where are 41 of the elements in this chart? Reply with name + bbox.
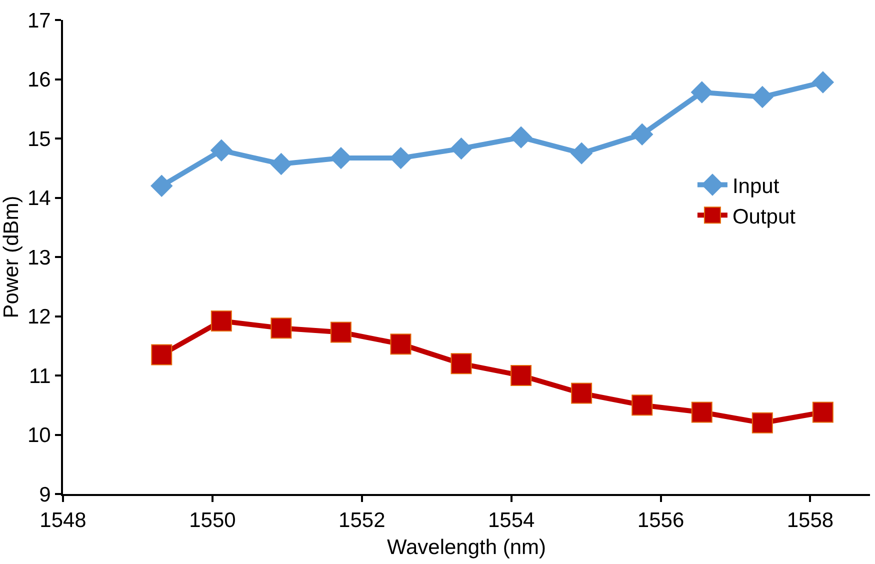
y-tick-label: 16 — [27, 68, 51, 92]
point — [270, 318, 292, 339]
point — [752, 412, 773, 434]
x-axis-title: Wavelength (nm) — [386, 536, 546, 559]
point — [632, 394, 653, 416]
x-tick-label: 1554 — [488, 509, 536, 532]
point — [571, 382, 592, 404]
y-tick-label: 15 — [27, 128, 51, 151]
point — [330, 322, 352, 343]
point — [812, 71, 834, 94]
point — [752, 86, 774, 108]
y-axis-title: Power (dBm) — [0, 196, 23, 318]
point — [510, 126, 532, 148]
point — [812, 402, 834, 423]
point — [270, 153, 292, 175]
point — [450, 138, 472, 160]
y-tick-label: 17 — [27, 9, 51, 32]
y-tick-label: 13 — [27, 246, 51, 270]
legend-label: Input — [732, 174, 780, 198]
point — [150, 175, 173, 197]
y-tick-label: 11 — [28, 364, 51, 388]
x-tick-label: 1550 — [189, 509, 236, 532]
point — [390, 334, 412, 355]
y-tick-label: 12 — [27, 306, 51, 329]
y-tick-label: 10 — [27, 424, 51, 448]
point — [690, 81, 713, 104]
y-tick-label: 14 — [27, 187, 52, 210]
x-tick-label: 1558 — [786, 509, 834, 532]
point — [631, 123, 653, 146]
y-tick-label: 9 — [39, 483, 51, 506]
point — [450, 353, 472, 374]
point — [210, 310, 232, 332]
x-tick-label: 1548 — [40, 509, 86, 532]
point — [691, 402, 712, 423]
x-tick-label: 1556 — [637, 509, 684, 532]
x-tick-label: 1552 — [338, 509, 386, 532]
point — [570, 142, 592, 164]
legend-label: Output — [732, 205, 796, 228]
point — [151, 344, 172, 366]
point — [210, 139, 232, 162]
point — [510, 365, 532, 386]
